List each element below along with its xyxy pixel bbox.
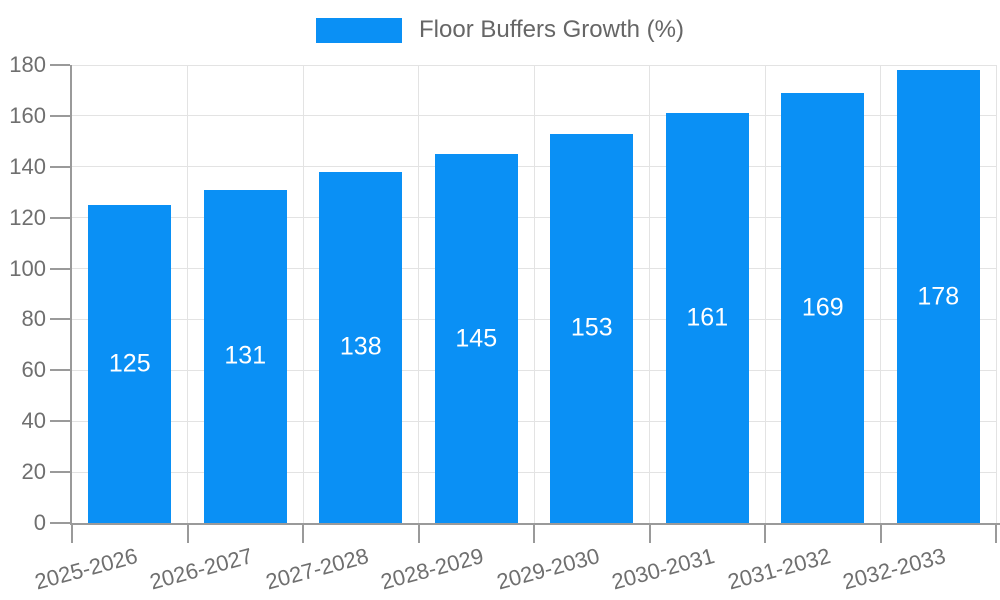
y-axis-label: 120 — [9, 204, 46, 230]
y-axis-label: 80 — [21, 306, 46, 332]
bar-value-label: 131 — [224, 341, 267, 370]
x-axis-tick — [648, 523, 651, 543]
y-axis-tick — [50, 267, 70, 270]
bar-value-label: 153 — [570, 313, 613, 342]
y-axis-label: 160 — [9, 102, 46, 128]
y-axis-line — [70, 65, 72, 523]
x-axis-label: 2028-2029 — [378, 543, 487, 595]
bar[interactable]: 161 — [665, 113, 749, 523]
x-gridline — [533, 65, 535, 523]
x-axis-label: 2025-2026 — [31, 543, 140, 595]
x-axis-tick — [417, 523, 420, 543]
y-axis-tick — [50, 369, 70, 372]
y-axis-label: 0 — [33, 510, 46, 535]
y-axis-tick — [50, 114, 70, 117]
bar[interactable]: 178 — [896, 70, 980, 523]
x-gridline — [764, 65, 766, 523]
y-axis-tick — [50, 216, 70, 219]
x-axis-tick — [302, 523, 304, 543]
x-gridline — [302, 65, 304, 523]
y-axis-label: 20 — [21, 459, 46, 485]
legend-label: Floor Buffers Growth (%) — [419, 16, 684, 43]
bar[interactable]: 169 — [781, 93, 865, 523]
x-axis-tick — [764, 523, 766, 543]
bar[interactable]: 138 — [319, 171, 403, 523]
bar-value-label: 125 — [108, 349, 151, 378]
x-axis-tick — [995, 523, 997, 543]
y-axis-tick — [50, 318, 70, 321]
bar-value-label: 169 — [801, 293, 844, 322]
y-axis-label: 40 — [21, 408, 46, 434]
y-axis-label: 100 — [9, 255, 46, 281]
x-axis-tick — [533, 523, 535, 543]
bar[interactable]: 145 — [434, 154, 518, 523]
bar-value-label: 161 — [686, 303, 729, 332]
x-gridline — [649, 65, 650, 523]
x-axis-label: 2027-2028 — [262, 543, 371, 595]
x-axis-tick — [879, 523, 882, 543]
plot-area: 0 20 40 60 80 100 120 140 160 180 125 2025-2026 131 2… — [9, 54, 1000, 594]
x-gridline — [995, 65, 997, 523]
y-axis-tick — [50, 522, 70, 524]
x-axis-line — [70, 523, 1000, 525]
x-axis-tick — [71, 523, 73, 543]
y-axis-tick — [50, 165, 70, 168]
bar-value-label: 138 — [339, 332, 382, 361]
bar[interactable]: 125 — [88, 204, 172, 523]
legend-swatch — [316, 17, 403, 43]
x-gridline — [880, 65, 881, 523]
bar[interactable]: 131 — [203, 189, 287, 523]
y-axis-label: 140 — [9, 153, 46, 179]
y-axis-label: 180 — [9, 52, 46, 77]
x-axis-label: 2029-2030 — [493, 543, 602, 595]
bar-value-label: 178 — [917, 282, 960, 311]
legend-item[interactable]: Floor Buffers Growth (%) — [0, 12, 1000, 48]
x-axis-tick — [186, 523, 189, 543]
bar[interactable]: 153 — [550, 133, 634, 523]
x-axis-label: 2026-2027 — [147, 543, 256, 595]
x-axis-label: 2030-2031 — [609, 543, 718, 595]
y-axis-label: 60 — [21, 357, 46, 383]
y-axis-tick — [50, 64, 70, 66]
x-axis-label: 2031-2032 — [724, 543, 833, 595]
y-axis-tick — [50, 471, 70, 474]
x-gridline — [418, 65, 419, 523]
bar-value-label: 145 — [455, 324, 498, 353]
y-axis-tick — [50, 420, 70, 423]
x-gridline — [187, 65, 188, 523]
x-axis-label: 2032-2033 — [840, 543, 949, 595]
